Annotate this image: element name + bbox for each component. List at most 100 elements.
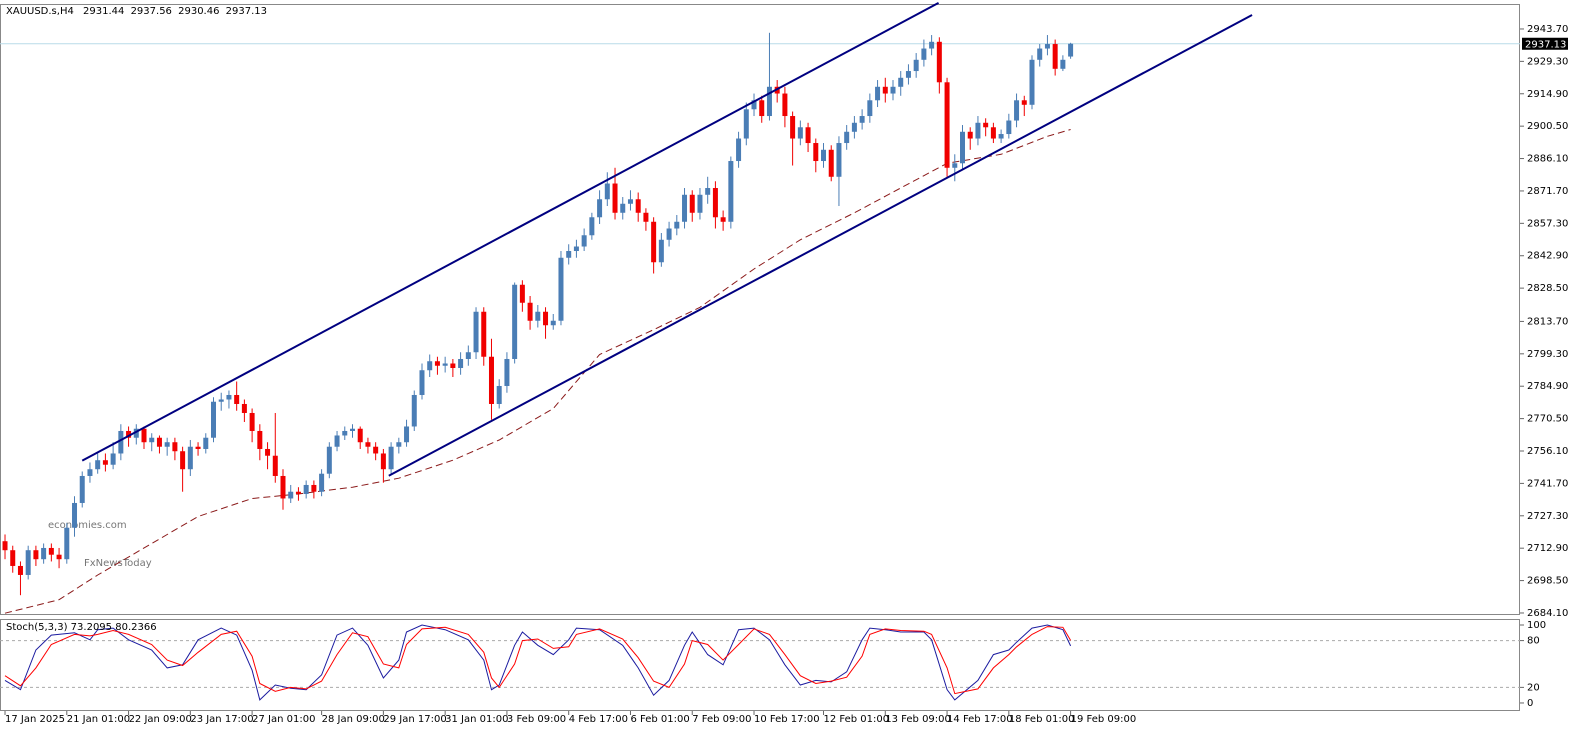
candle-body bbox=[458, 358, 464, 368]
candle-body bbox=[766, 86, 772, 117]
stoch-header: Stoch(5,3,3) 73.2095 80.2366 bbox=[6, 622, 157, 633]
candle-body bbox=[720, 217, 726, 222]
candle-body bbox=[211, 401, 217, 438]
candle-body bbox=[434, 361, 440, 366]
candle-body bbox=[913, 59, 919, 72]
y-tick-label: 2813.70 bbox=[1527, 316, 1568, 327]
y-tick-label: 2799.30 bbox=[1527, 349, 1568, 360]
candle-body bbox=[620, 203, 626, 213]
candle-body bbox=[87, 469, 93, 476]
candle-body bbox=[821, 149, 827, 162]
candle-body bbox=[743, 109, 749, 139]
candle-body bbox=[249, 412, 255, 431]
candle-body bbox=[496, 385, 502, 404]
candle-body bbox=[566, 251, 572, 258]
candle-body bbox=[349, 428, 355, 431]
candle-body bbox=[149, 437, 155, 443]
price-box bbox=[1522, 37, 1568, 50]
candle-body bbox=[944, 82, 950, 168]
stoch-line bbox=[4, 624, 1072, 701]
candle-body bbox=[751, 100, 757, 110]
candle-body bbox=[473, 311, 479, 353]
candle-body bbox=[682, 194, 688, 222]
candle-body bbox=[427, 361, 433, 371]
candle-body bbox=[411, 394, 417, 427]
plot-layer: economies.comFxNewsToday2943.702929.3029… bbox=[0, 1, 1568, 725]
candle-body bbox=[357, 428, 363, 443]
candle-body bbox=[303, 484, 309, 494]
x-tick-label: 22 Jan 09:00 bbox=[129, 714, 192, 725]
candle-body bbox=[983, 122, 989, 128]
candle-body bbox=[172, 442, 178, 452]
candle-body bbox=[311, 484, 317, 492]
candle-body bbox=[218, 399, 224, 402]
candle-body bbox=[1037, 48, 1043, 60]
y-tick-label: 2727.30 bbox=[1527, 511, 1568, 522]
x-tick-label: 3 Feb 09:00 bbox=[507, 714, 566, 725]
candle-body bbox=[241, 403, 247, 413]
y-tick-label: 2943.70 bbox=[1527, 24, 1568, 35]
candle-body bbox=[280, 475, 286, 499]
candle-body bbox=[1044, 44, 1050, 49]
y-tick-label: 2756.10 bbox=[1527, 446, 1568, 457]
candle-body bbox=[612, 183, 618, 213]
y-tick-label: 2784.90 bbox=[1527, 381, 1568, 392]
y-tick-label: 2871.70 bbox=[1527, 186, 1568, 197]
high-value: 2937.56 bbox=[131, 6, 172, 17]
y-tick-label: 2914.90 bbox=[1527, 89, 1568, 100]
candle-body bbox=[597, 199, 603, 218]
moving-average bbox=[4, 129, 1071, 614]
candle-body bbox=[828, 149, 834, 177]
candle-body bbox=[875, 86, 881, 101]
y-tick-label: 2770.50 bbox=[1527, 414, 1568, 425]
candle-body bbox=[64, 527, 70, 560]
stoch-frame bbox=[0, 619, 1520, 711]
candle-body bbox=[527, 302, 533, 321]
trendline bbox=[81, 1, 940, 462]
candle-body bbox=[118, 430, 124, 454]
candle-body bbox=[589, 217, 595, 236]
d-value: 80.2366 bbox=[115, 622, 156, 633]
candle-body bbox=[1006, 120, 1012, 135]
candle-body bbox=[836, 143, 842, 177]
main-frame bbox=[0, 4, 1520, 615]
candle-body bbox=[187, 446, 193, 470]
candle-body bbox=[388, 446, 394, 470]
candle-body bbox=[102, 460, 108, 465]
candle-body bbox=[79, 475, 85, 503]
candle-body bbox=[882, 86, 888, 94]
candle-body bbox=[697, 194, 703, 213]
candle-body bbox=[365, 442, 371, 447]
candle-body bbox=[543, 311, 549, 326]
candle-body bbox=[736, 138, 742, 162]
candle-body bbox=[419, 370, 425, 395]
candle-body bbox=[1068, 43, 1074, 57]
x-tick-label: 6 Feb 01:00 bbox=[630, 714, 689, 725]
candle-body bbox=[573, 246, 579, 252]
candle-body bbox=[898, 77, 904, 87]
x-tick-label: 4 Feb 17:00 bbox=[569, 714, 628, 725]
y-tick-label: 2929.30 bbox=[1527, 56, 1568, 67]
candle-body bbox=[813, 143, 819, 162]
candle-body bbox=[126, 430, 132, 438]
chart-header: XAUUSD.s,H4 2931.44 2937.56 2930.46 2937… bbox=[6, 6, 267, 17]
candle-body bbox=[164, 442, 170, 447]
candle-body bbox=[326, 446, 332, 474]
x-tick-label: 31 Jan 01:00 bbox=[445, 714, 508, 725]
candle-body bbox=[226, 394, 232, 400]
candle-body bbox=[651, 221, 657, 263]
price-label: 2937.13 bbox=[1525, 39, 1566, 50]
candle-body bbox=[203, 437, 209, 449]
candle-body bbox=[1021, 100, 1027, 105]
x-tick-label: 7 Feb 09:00 bbox=[692, 714, 751, 725]
candle-body bbox=[867, 100, 873, 117]
trendline bbox=[388, 14, 1253, 477]
candle-body bbox=[396, 442, 402, 447]
y-tick-label: 100 bbox=[1527, 620, 1546, 631]
y-tick-label: 2900.50 bbox=[1527, 121, 1568, 132]
x-tick-label: 10 Feb 17:00 bbox=[754, 714, 820, 725]
candle-body bbox=[959, 131, 965, 164]
x-tick-label: 27 Jan 01:00 bbox=[252, 714, 315, 725]
stoch-title: Stoch(5,3,3) bbox=[6, 622, 68, 633]
